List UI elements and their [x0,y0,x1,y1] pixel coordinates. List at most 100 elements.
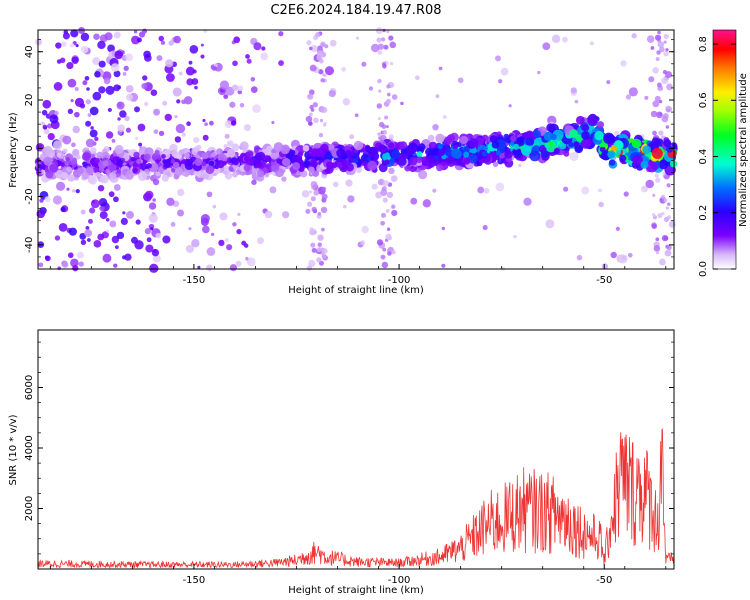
signal-cell [436,164,444,172]
noise-cell [105,218,110,222]
noise-cell [113,263,118,268]
colorbar-tick-label: 0.0 [698,261,709,277]
noise-cell [89,207,96,214]
signal-cell [202,173,209,180]
noise-cell [115,245,119,249]
noise-cell [665,48,669,52]
signal-cell [416,151,423,158]
noise-cell [84,229,93,238]
noise-cell [665,206,669,210]
signal-cell [208,160,215,167]
noise-cell [186,121,191,127]
noise-cell [309,64,317,72]
noise-cell [318,132,324,138]
signal-cell [607,150,616,159]
noise-cell [245,257,249,261]
noise-cell [422,199,432,208]
noise-cell [389,41,397,49]
noise-cell [386,99,390,103]
noise-cell [224,238,229,243]
noise-cell [657,41,665,48]
noise-cell [172,87,182,97]
noise-cell [239,102,245,108]
noise-cell [361,225,369,234]
noise-cell [107,107,112,113]
noise-cell [41,109,48,116]
noise-cell [202,118,206,122]
noise-cell [380,37,386,42]
signal-cell [53,158,57,162]
noise-cell [252,104,261,113]
signal-cell [631,138,642,149]
noise-cell [107,44,115,53]
noise-cell [211,232,215,237]
noise-cell [370,43,380,53]
signal-cell [49,163,59,173]
noise-cell [113,31,121,39]
noise-cell [39,198,44,203]
noise-cell [70,29,79,38]
signal-cell [463,151,470,158]
noise-cell [385,233,392,240]
noise-cell [135,219,141,225]
noise-cell [176,99,181,104]
noise-cell [189,44,199,54]
noise-cell [89,106,99,116]
noise-cell [76,251,84,259]
noise-cell [74,111,80,118]
noise-cell [233,36,241,44]
noise-cell [667,202,671,206]
noise-cell [383,44,389,50]
signal-cell [182,171,187,176]
noise-cell [168,40,174,46]
noise-cell [62,135,72,145]
noise-cell [666,183,671,188]
noise-cell [74,97,85,107]
signal-cell [599,146,606,153]
signal-cell [37,163,42,169]
noise-cell [237,85,244,92]
noise-cell [656,111,663,119]
noise-cell [211,65,217,71]
noise-cell [57,266,62,271]
noise-cell [88,218,93,224]
noise-cell [131,35,140,45]
noise-cell [164,113,172,122]
noise-cell [178,71,183,76]
signal-cell [214,167,221,175]
signal-cell [580,138,591,149]
noise-cell [146,237,152,243]
signal-cell [233,159,239,166]
signal-cell [370,155,375,161]
noise-cell [191,239,200,248]
signal-cell [538,145,547,153]
noise-cell [67,78,77,88]
noise-cell [70,258,79,268]
signal-cell [154,149,160,156]
signal-cell [161,174,169,182]
noise-cell [381,261,389,269]
colorbar-gradient [713,30,736,269]
noise-cell [241,240,247,246]
noise-cell [87,113,92,117]
noise-cell [54,110,59,116]
noise-cell [663,198,668,203]
noise-cell [174,136,182,143]
noise-cell [310,242,316,248]
snr-x-label: Height of straight line (km) [288,585,424,596]
noise-cell [94,136,99,142]
noise-cell [376,103,382,109]
noise-cell [230,120,237,126]
noise-cell [165,59,174,68]
noise-cell [68,227,77,236]
signal-cell [82,152,92,161]
noise-cell [360,240,365,245]
noise-cell [316,246,322,253]
x-tick-label: -100 [388,575,411,586]
signal-cell [632,154,644,166]
noise-cell [347,195,355,203]
noise-cell [55,42,62,49]
noise-cell [377,43,385,50]
noise-cell [62,32,70,40]
noise-cell [328,89,336,98]
